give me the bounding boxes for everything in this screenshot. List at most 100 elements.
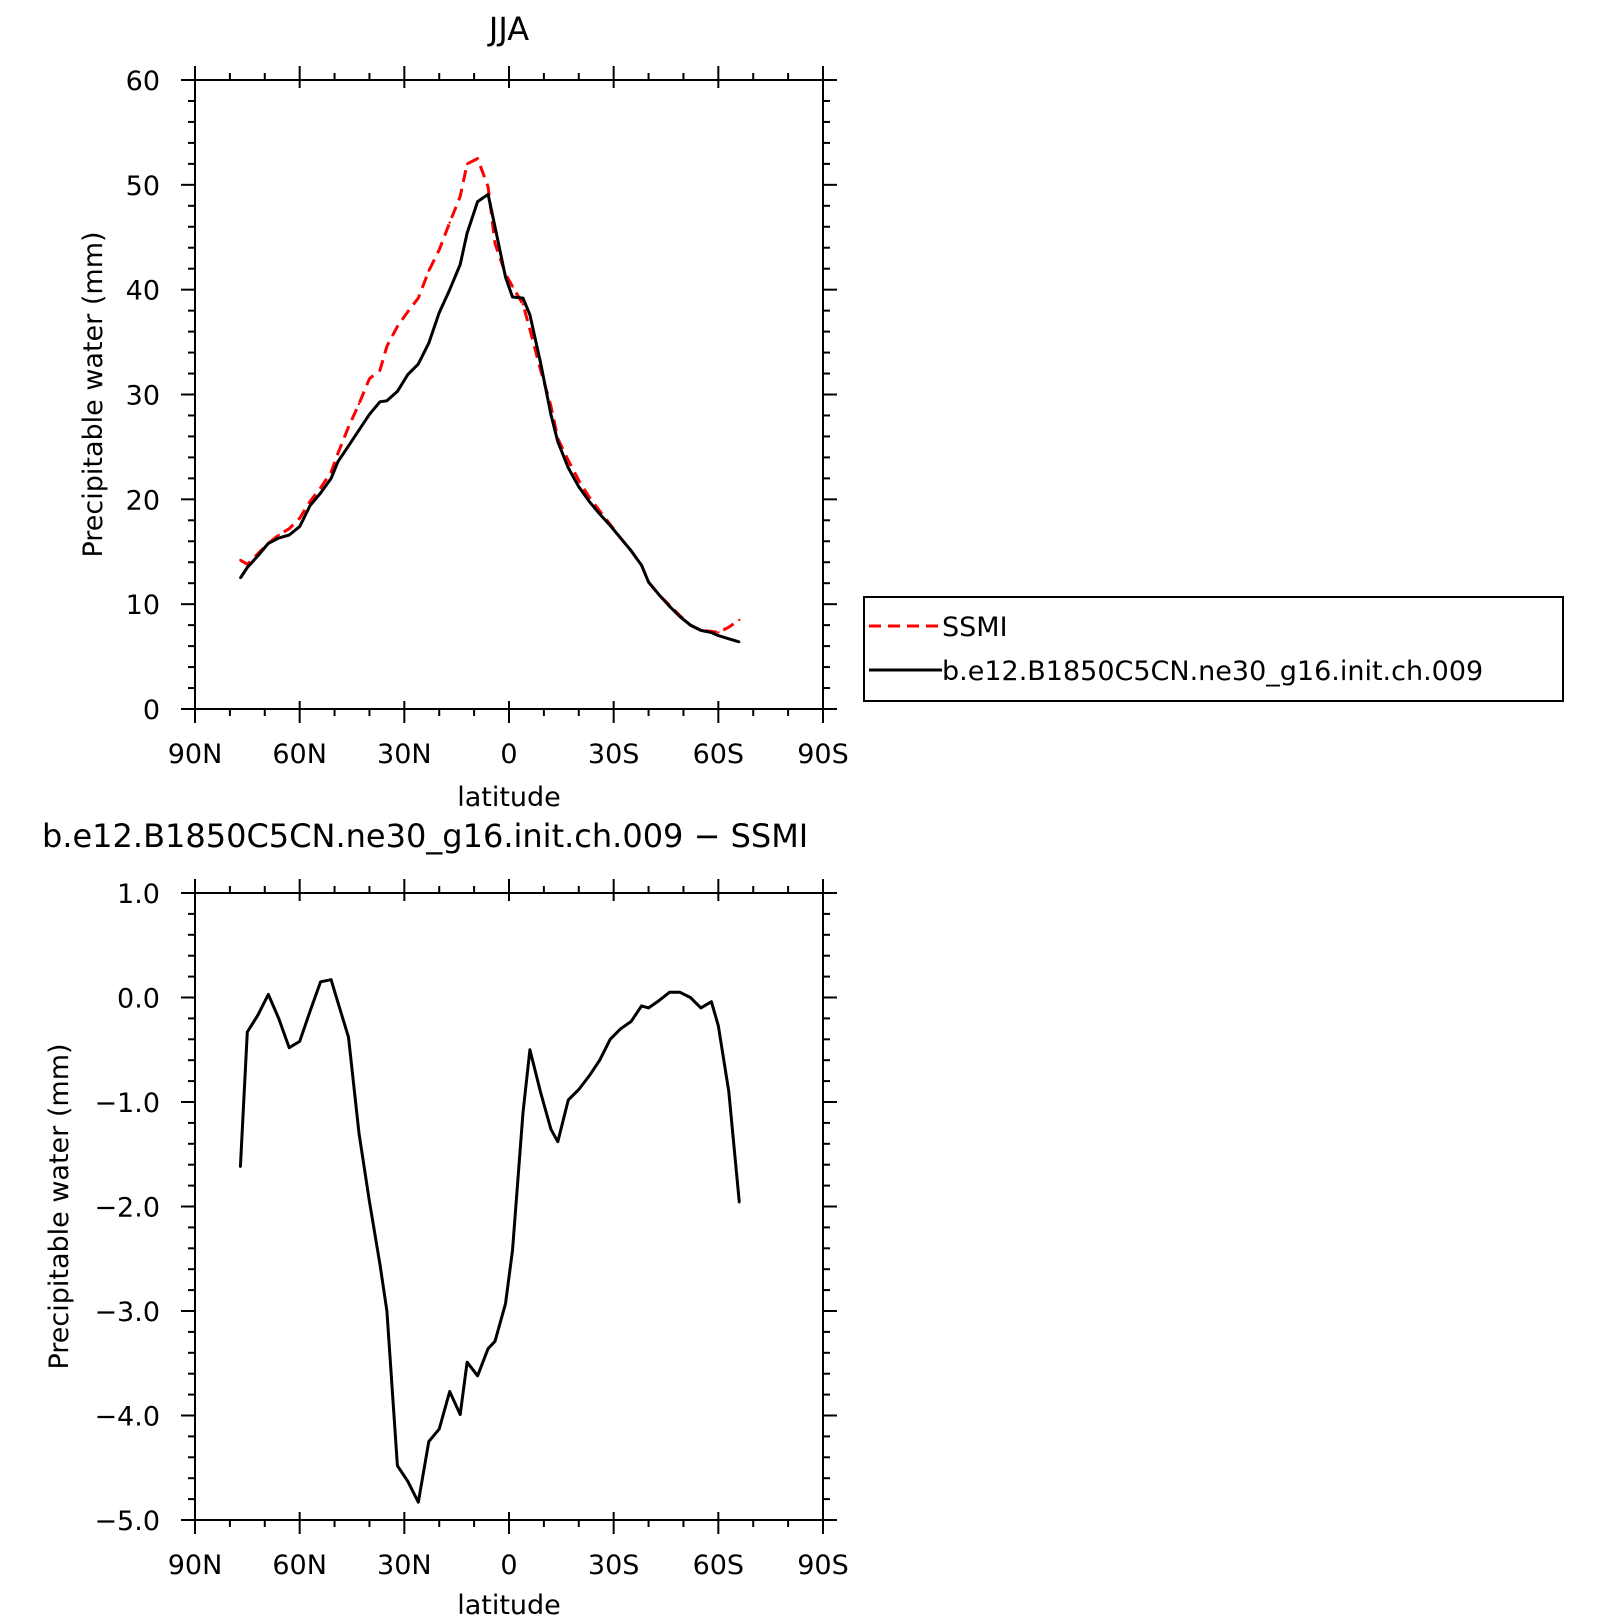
data-point (427, 269, 430, 272)
y-tick-label: 20 (126, 485, 160, 516)
x-tick-label: 60S (693, 739, 745, 770)
x-tick-label: 60N (272, 1550, 327, 1581)
data-point (319, 491, 322, 495)
data-point (619, 536, 622, 540)
x-axis-label: latitude (457, 1590, 561, 1619)
data-point (629, 1020, 633, 1023)
data-point (486, 1347, 490, 1350)
y-axis-label: Precipitable water (mm) (78, 231, 109, 557)
data-point (329, 978, 333, 981)
legend-entry: SSMI (942, 612, 1008, 643)
data-point (448, 221, 451, 224)
chart-title-difference: b.e12.B1850C5CN.ne30_g16.init.ch.009 − S… (42, 817, 808, 855)
data-point (246, 1030, 249, 1034)
data-point (438, 1427, 441, 1431)
data-point (727, 1090, 730, 1093)
data-point (465, 162, 469, 166)
x-tick-label: 30S (588, 1550, 640, 1581)
data-point (511, 295, 514, 299)
data-point (256, 554, 259, 558)
y-tick-label: 40 (126, 276, 160, 307)
data-point (598, 512, 601, 516)
data-point (288, 527, 291, 530)
data-point (438, 311, 441, 314)
data-point (710, 631, 713, 634)
data-point (528, 313, 532, 317)
data-point (511, 285, 514, 288)
y-tick-label: 10 (126, 590, 160, 621)
data-point (277, 1017, 280, 1020)
data-point (427, 1440, 430, 1443)
data-point (577, 1088, 580, 1091)
data-point (288, 533, 291, 537)
data-point (598, 1059, 601, 1062)
data-point (657, 593, 661, 596)
data-point (521, 303, 525, 306)
data-point (608, 1038, 612, 1041)
data-point (378, 1262, 382, 1266)
legend-box (863, 596, 1564, 702)
data-point (448, 1390, 451, 1393)
data-point (239, 558, 242, 562)
data-point (738, 1201, 741, 1204)
data-point (347, 425, 350, 429)
data-point (668, 991, 671, 994)
data-point (417, 362, 420, 366)
data-point (256, 1014, 259, 1017)
data-point (699, 1006, 703, 1010)
data-point (385, 1309, 389, 1313)
data-point (511, 1249, 514, 1252)
x-tick-label: 30N (377, 1550, 432, 1581)
data-point (347, 1036, 350, 1039)
data-point (657, 999, 661, 1002)
data-point (239, 1165, 242, 1168)
data-point (288, 1046, 291, 1049)
data-point (486, 193, 490, 196)
data-point (588, 500, 591, 503)
data-point (493, 1340, 497, 1343)
data-point (368, 1200, 371, 1203)
plot-frame-1 (194, 79, 824, 710)
y-axis-label: Precipitable water (mm) (44, 1043, 75, 1369)
plot-frame-2 (194, 892, 824, 1521)
data-point (476, 157, 479, 160)
y-tick-label: −2.0 (94, 1193, 160, 1224)
data-point (438, 248, 441, 252)
data-point (448, 288, 451, 291)
data-point (640, 564, 643, 567)
data-point (717, 634, 720, 637)
data-point (539, 1090, 542, 1093)
x-tick-label: 90N (168, 1550, 223, 1581)
data-point (385, 399, 389, 402)
data-point (689, 996, 692, 999)
x-tick-label: 60N (272, 739, 327, 770)
data-point (319, 980, 322, 984)
data-point (528, 1048, 532, 1051)
data-point (577, 479, 580, 482)
x-tick-label: 60S (693, 1550, 745, 1581)
data-point (668, 605, 671, 608)
data-point (357, 1132, 361, 1135)
y-tick-label: −5.0 (94, 1506, 160, 1537)
x-tick-label: 0 (500, 1550, 517, 1581)
data-point (476, 200, 479, 203)
data-point (368, 413, 371, 416)
x-axis-label: latitude (457, 782, 561, 813)
series-line-ssmi (239, 157, 741, 634)
data-point (577, 485, 580, 488)
data-point (493, 242, 497, 245)
data-point (396, 325, 399, 328)
data-point (458, 1413, 462, 1416)
y-tick-label: 1.0 (117, 879, 160, 910)
data-point (486, 185, 490, 189)
data-point (556, 1140, 560, 1143)
data-point (717, 1024, 720, 1027)
data-point (727, 626, 730, 629)
data-point (336, 452, 340, 455)
data-point (396, 390, 399, 393)
series-line-b-e12-b1850c5cn-ne30-g16-init-ch-009 (239, 192, 740, 644)
data-point (528, 328, 532, 331)
data-point (396, 1464, 399, 1467)
data-point (678, 991, 682, 994)
